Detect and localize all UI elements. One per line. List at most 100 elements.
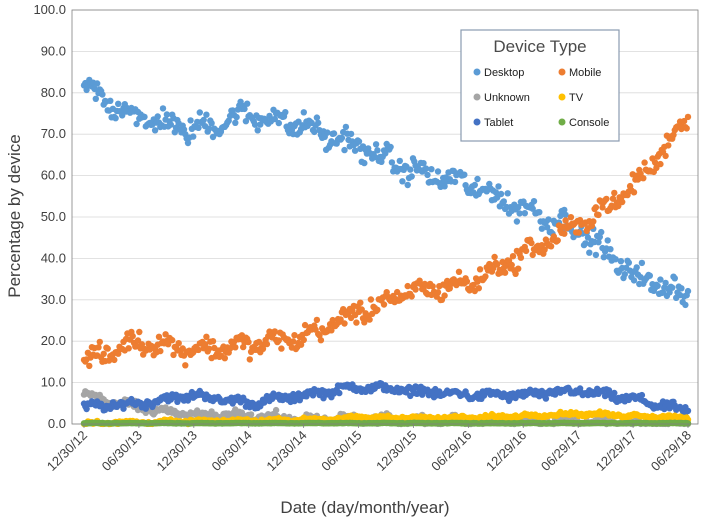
point-mobile [357, 299, 364, 306]
point-desktop [94, 80, 101, 87]
point-desktop [586, 249, 593, 256]
point-desktop [141, 113, 148, 121]
plot-area-border [71, 9, 699, 425]
y-tick-label: 70.0 [41, 126, 66, 141]
legend-label-console: Console [569, 117, 609, 129]
point-mobile [595, 211, 602, 219]
legend-label-desktop: Desktop [484, 67, 524, 79]
point-mobile [157, 347, 164, 355]
point-desktop [387, 143, 394, 151]
point-desktop [407, 166, 414, 173]
point-mobile [575, 229, 582, 236]
point-desktop [282, 109, 289, 116]
point-desktop [630, 277, 638, 284]
point-mobile [201, 341, 209, 348]
point-desktop [355, 138, 363, 145]
point-mobile [554, 237, 561, 244]
point-mobile [221, 355, 228, 362]
point-desktop [372, 141, 380, 148]
y-axis-title: Percentage by device [5, 134, 24, 298]
point-mobile [475, 285, 482, 292]
point-desktop [461, 171, 468, 178]
point-mobile [290, 338, 297, 345]
point-mobile [203, 333, 210, 340]
point-desktop [612, 256, 619, 263]
legend-label-tablet: Tablet [484, 117, 513, 129]
series-console [80, 419, 692, 427]
point-tablet [309, 392, 317, 399]
point-desktop [530, 198, 538, 205]
point-desktop [184, 139, 192, 147]
point-mobile [317, 337, 325, 344]
point-tablet [551, 391, 559, 398]
point-desktop [92, 95, 100, 103]
point-mobile [619, 198, 626, 206]
legend-label-unknown: Unknown [484, 92, 530, 104]
point-mobile [263, 340, 271, 348]
point-desktop [682, 301, 689, 309]
point-mobile [195, 346, 202, 354]
point-desktop [374, 147, 381, 154]
point-desktop [242, 118, 250, 125]
point-desktop [451, 178, 459, 186]
legend-title: Device Type [493, 37, 586, 56]
point-desktop [163, 111, 171, 118]
point-desktop [646, 272, 653, 279]
legend-marker-unknown [473, 93, 481, 101]
point-mobile [494, 261, 501, 268]
legend-marker-mobile [558, 68, 566, 76]
point-mobile [434, 289, 442, 296]
point-mobile [129, 332, 136, 340]
point-desktop [313, 114, 321, 121]
legend-marker-tablet [473, 118, 481, 126]
point-mobile [125, 345, 132, 352]
point-mobile [353, 319, 360, 326]
point-tablet [638, 391, 646, 399]
point-mobile [528, 239, 535, 247]
point-desktop [208, 120, 215, 127]
point-mobile [84, 349, 92, 356]
point-desktop [621, 271, 628, 278]
point-mobile [367, 296, 375, 303]
point-mobile [680, 117, 688, 125]
point-mobile [684, 113, 692, 121]
point-mobile [567, 214, 575, 221]
point-mobile [615, 202, 622, 210]
point-mobile [246, 356, 253, 363]
point-desktop [330, 130, 338, 137]
point-mobile [509, 253, 517, 260]
point-mobile [100, 350, 107, 357]
point-desktop [471, 181, 478, 189]
point-mobile [313, 316, 321, 324]
point-desktop [408, 173, 415, 180]
point-mobile [404, 282, 411, 290]
point-tablet [142, 405, 149, 412]
point-desktop [338, 134, 346, 142]
point-mobile [412, 286, 419, 293]
point-desktop [595, 239, 602, 246]
y-tick-label: 0.0 [48, 416, 66, 431]
point-desktop [371, 153, 378, 161]
point-desktop [167, 121, 174, 128]
point-desktop [678, 285, 685, 292]
point-mobile [341, 320, 348, 327]
y-tick-label: 10.0 [41, 375, 66, 390]
point-mobile [441, 292, 448, 299]
point-desktop [388, 159, 396, 166]
point-console [684, 420, 692, 427]
legend-marker-console [558, 118, 566, 126]
point-mobile [683, 125, 690, 132]
point-mobile [641, 159, 648, 166]
point-mobile [96, 338, 104, 346]
y-tick-label: 100.0 [33, 2, 66, 17]
point-mobile [603, 195, 610, 203]
point-desktop [244, 100, 251, 107]
point-mobile [226, 345, 234, 352]
point-desktop [203, 111, 210, 118]
point-desktop [115, 100, 122, 108]
point-mobile [271, 328, 278, 335]
point-desktop [341, 146, 348, 154]
point-mobile [651, 159, 659, 166]
point-mobile [175, 340, 182, 347]
